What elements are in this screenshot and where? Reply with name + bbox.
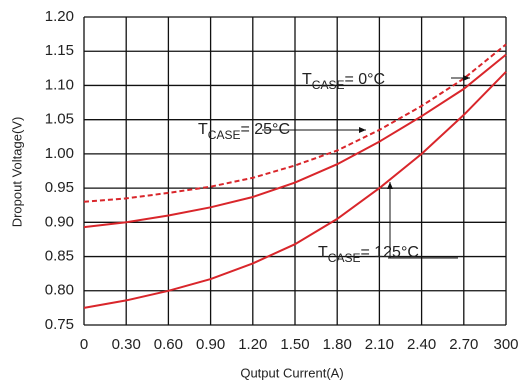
- x-axis-label: Qutput Current(A): [240, 365, 343, 380]
- annotation: TCASE= 125°C: [318, 182, 458, 265]
- y-tick-label: 1.20: [45, 8, 74, 25]
- y-tick-label: 0.90: [45, 213, 74, 230]
- x-tick-label: 0.90: [196, 336, 225, 353]
- annotation-text: TCASE= 25°C: [198, 121, 290, 142]
- annotation-rest: = 0°C: [344, 71, 385, 88]
- y-tick-label: 1.10: [45, 76, 74, 93]
- x-tick-label: 1.50: [280, 336, 309, 353]
- annotation-main: T: [198, 121, 208, 138]
- series-line: [83, 53, 507, 229]
- x-tick-label: 1.80: [323, 336, 352, 353]
- x-tick-label: 0.60: [154, 336, 183, 353]
- annotation-sub: CASE: [312, 78, 345, 92]
- y-tick-label: 1.05: [45, 111, 74, 128]
- annotation-text: TCASE= 0°C: [302, 71, 385, 92]
- x-tick-label: 1.20: [238, 336, 267, 353]
- y-axis-label: Dropout Voltage(V): [9, 117, 24, 228]
- y-tick-label: 0.75: [45, 316, 74, 333]
- y-tick-label: 0.80: [45, 282, 74, 299]
- annotation: TCASE= 25°C: [198, 121, 366, 142]
- y-tick-label: 0.95: [45, 179, 74, 196]
- annotation-sub: CASE: [328, 251, 361, 265]
- y-tick-label: 1.15: [45, 42, 74, 59]
- y-tick-label: 1.00: [45, 145, 74, 162]
- x-tick-label: 0: [80, 336, 88, 353]
- x-tick-label: 300: [493, 336, 518, 353]
- x-tick-label: 2.70: [449, 336, 478, 353]
- x-tick-label: 2.40: [407, 336, 436, 353]
- series-line: [83, 71, 507, 309]
- x-tick-label: 0.30: [112, 336, 141, 353]
- series-line: [83, 43, 507, 203]
- annotation-main: T: [302, 71, 312, 88]
- y-tick-label: 0.85: [45, 248, 74, 265]
- annotation: TCASE= 0°C: [302, 71, 470, 92]
- x-tick-label: 2.10: [365, 336, 394, 353]
- annotation-main: T: [318, 244, 328, 261]
- annotation-text: TCASE= 125°C: [318, 244, 419, 265]
- annotation-sub: CASE: [208, 128, 241, 142]
